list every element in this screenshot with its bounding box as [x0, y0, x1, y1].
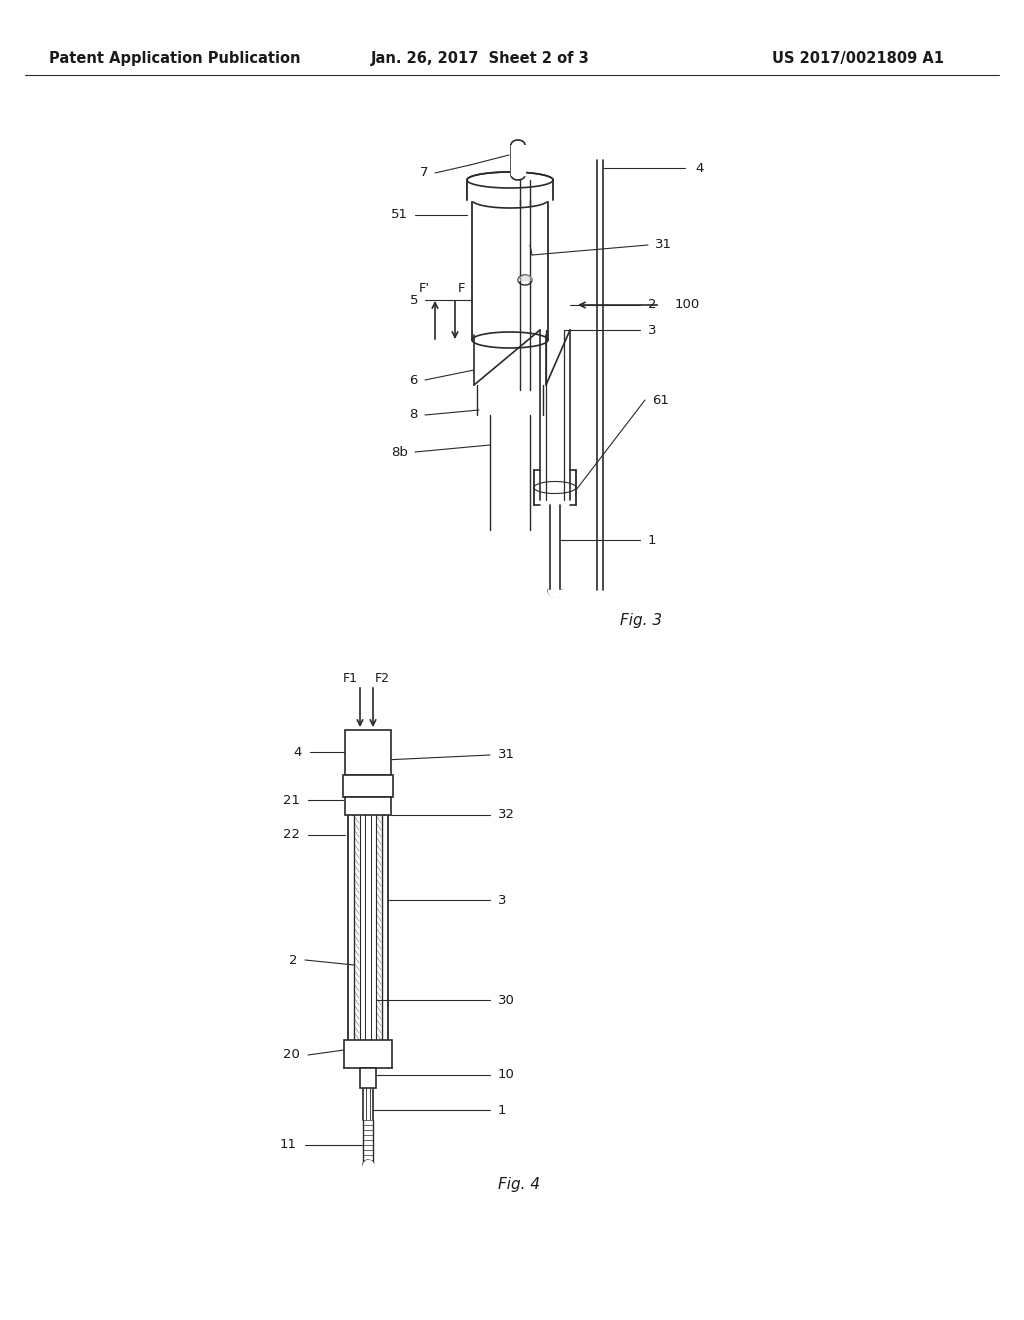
Text: 61: 61	[652, 393, 669, 407]
Bar	[344, 1040, 392, 1068]
Text: 1: 1	[648, 533, 656, 546]
Text: Fig. 4: Fig. 4	[498, 1177, 540, 1192]
Text: 30: 30	[498, 994, 515, 1006]
Bar	[360, 1068, 376, 1088]
Text: 22: 22	[283, 829, 300, 842]
Text: Jan. 26, 2017  Sheet 2 of 3: Jan. 26, 2017 Sheet 2 of 3	[371, 50, 590, 66]
Text: 31: 31	[655, 239, 672, 252]
Text: 1: 1	[498, 1104, 507, 1117]
Text: 21: 21	[283, 793, 300, 807]
Text: Patent Application Publication: Patent Application Publication	[49, 50, 301, 66]
Text: 10: 10	[498, 1068, 515, 1081]
Text: US 2017/0021809 A1: US 2017/0021809 A1	[772, 50, 944, 66]
Text: 8: 8	[410, 408, 418, 421]
Bar	[343, 775, 393, 797]
Text: 100: 100	[675, 298, 700, 312]
Text: 4: 4	[695, 161, 703, 174]
Text: 51: 51	[391, 209, 408, 222]
Text: 7: 7	[420, 166, 428, 180]
Bar	[345, 797, 391, 814]
Text: 8b: 8b	[391, 446, 408, 458]
Bar	[345, 730, 391, 775]
Text: 2: 2	[289, 953, 297, 966]
Text: F': F'	[419, 281, 430, 294]
Text: 20: 20	[283, 1048, 300, 1061]
Text: 3: 3	[648, 323, 656, 337]
Text: F2: F2	[375, 672, 390, 685]
Text: 3: 3	[498, 894, 507, 907]
Text: Fig. 3: Fig. 3	[620, 612, 663, 627]
Text: 32: 32	[498, 808, 515, 821]
Text: F: F	[458, 281, 466, 294]
Text: 4: 4	[294, 746, 302, 759]
Text: 5: 5	[410, 293, 418, 306]
Text: 2: 2	[648, 298, 656, 312]
Text: F1: F1	[343, 672, 358, 685]
Text: 6: 6	[410, 374, 418, 387]
Text: 11: 11	[280, 1138, 297, 1151]
Text: 31: 31	[498, 748, 515, 762]
